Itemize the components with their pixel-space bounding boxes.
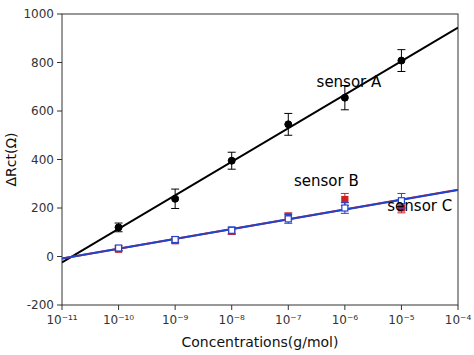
y-tick	[57, 305, 62, 306]
axes: -200 0 200 400 600 800 1000 10⁻¹¹ 10⁻¹⁰ 10⁻⁹ 10⁻⁸ 1…	[23, 7, 471, 327]
error-bar-cap	[284, 135, 292, 136]
x-tick-label: 10⁻⁷	[275, 313, 302, 327]
series	[115, 193, 406, 251]
error-bar	[171, 237, 179, 243]
data-point	[342, 205, 348, 211]
x-tick-label: 10⁻⁴	[445, 313, 472, 327]
y-tick-label: 200	[31, 201, 54, 215]
data-point	[285, 121, 292, 128]
x-tick-label: 10⁻⁶	[332, 313, 359, 327]
error-bar-cap	[284, 214, 292, 215]
data-point	[398, 57, 405, 64]
y-tick	[57, 62, 62, 63]
x-tick	[118, 305, 119, 310]
error-bar	[115, 246, 123, 251]
error-bar-cap	[171, 189, 179, 190]
y-tick-label: 1000	[23, 7, 54, 21]
x-tick-label: 10⁻⁵	[388, 313, 415, 327]
error-bar	[228, 152, 236, 169]
error-bar-cap	[115, 223, 123, 224]
annotation: sensor A	[317, 73, 382, 91]
series	[62, 190, 458, 258]
x-tick	[231, 305, 232, 310]
error-bar-cap	[228, 169, 236, 170]
chart: -200 0 200 400 600 800 1000 10⁻¹¹ 10⁻¹⁰ 10⁻⁹ 10⁻⁸ 1…	[0, 0, 474, 355]
error-bar-cap	[171, 208, 179, 209]
x-tick	[288, 305, 289, 310]
error-bar	[171, 189, 179, 208]
x-axis-label: Concentrations(g/mol)	[182, 334, 339, 350]
fit-line	[62, 190, 458, 259]
annotation: sensor B	[294, 172, 359, 190]
error-bar-cap	[228, 152, 236, 153]
fit-line	[62, 28, 458, 263]
x-tick	[344, 305, 345, 310]
x-tick-label: 10⁻¹⁰	[103, 313, 134, 327]
x-tick-label: 10⁻⁸	[219, 313, 246, 327]
x-tick-label: 10⁻⁹	[162, 313, 189, 327]
x-tick	[401, 305, 402, 310]
data-point	[341, 94, 348, 101]
error-bar	[228, 228, 236, 235]
x-tick	[458, 305, 459, 310]
plot-area	[62, 14, 458, 305]
data-point	[115, 224, 122, 231]
data-point	[285, 216, 291, 222]
error-bar	[115, 223, 123, 232]
fit-line	[62, 190, 458, 258]
series	[115, 193, 406, 252]
error-bar	[341, 203, 349, 214]
annotation: sensor C	[387, 197, 452, 215]
error-bar-cap	[341, 109, 349, 110]
data-point	[229, 228, 235, 234]
y-tick-label: -200	[27, 298, 54, 312]
data-point	[172, 237, 178, 243]
error-bar-cap	[341, 213, 349, 214]
error-bar-cap	[397, 49, 405, 50]
error-bar-cap	[341, 202, 349, 203]
error-bar	[228, 227, 236, 234]
y-tick	[57, 111, 62, 112]
data-point	[172, 195, 179, 202]
error-bar-cap	[284, 223, 292, 224]
y-tick	[57, 208, 62, 209]
error-bar-cap	[284, 113, 292, 114]
data-point	[342, 197, 348, 203]
plot-frame	[62, 14, 458, 305]
error-bar-cap	[397, 71, 405, 72]
error-bar-cap	[397, 193, 405, 194]
data-point	[228, 157, 235, 164]
error-bar-cap	[115, 231, 123, 232]
annotations: sensor A sensor B sensor C	[294, 73, 452, 215]
y-tick-label: 600	[31, 104, 54, 118]
error-bar	[284, 113, 292, 135]
y-tick	[57, 256, 62, 257]
marks	[62, 28, 458, 263]
data-point	[229, 227, 235, 233]
y-tick	[57, 14, 62, 15]
series	[62, 190, 458, 259]
series	[62, 28, 458, 263]
error-bar-cap	[341, 193, 349, 194]
x-tick-label: 10⁻¹¹	[46, 313, 77, 327]
x-tick	[175, 305, 176, 310]
x-tick	[62, 305, 63, 310]
error-bar	[397, 50, 405, 72]
series	[115, 50, 406, 232]
y-tick	[57, 159, 62, 160]
y-axis-label: ΔRct(Ω)	[3, 132, 19, 186]
y-tick-label: 400	[31, 153, 54, 167]
y-tick-label: 800	[31, 56, 54, 70]
data-point	[116, 245, 122, 251]
y-tick-label: 0	[46, 250, 54, 264]
error-bar	[284, 215, 292, 224]
